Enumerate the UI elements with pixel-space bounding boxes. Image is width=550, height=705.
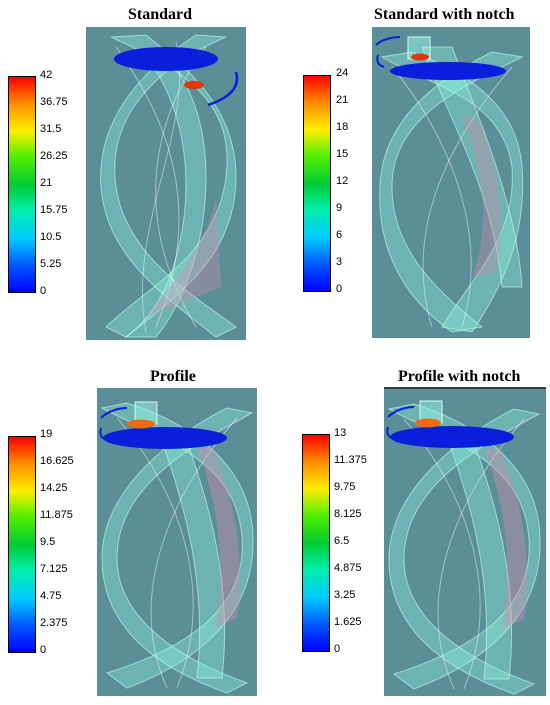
legend-tick-label: 9.75 bbox=[334, 481, 356, 493]
legend-tick-label: 31.5 bbox=[40, 123, 62, 135]
legend-tick-label: 14.25 bbox=[40, 482, 68, 494]
legend-tick-label: 13 bbox=[334, 427, 347, 439]
legend-tick-label: 26.25 bbox=[40, 150, 68, 162]
legend-tick-label: 42 bbox=[40, 69, 53, 81]
panel-title: Profile with notch bbox=[398, 368, 521, 385]
legend-tick-label: 19 bbox=[40, 428, 53, 440]
legend-tick-label: 24 bbox=[336, 67, 349, 79]
legend-tick-label: 11.875 bbox=[40, 509, 73, 521]
blade-edge-arc bbox=[99, 427, 108, 441]
legend-tick-label: 0 bbox=[40, 644, 47, 656]
rotor-render bbox=[372, 27, 530, 338]
legend-tick-label: 21 bbox=[40, 177, 53, 189]
blade-top-section bbox=[390, 62, 506, 80]
legend-tick-label: 9.5 bbox=[40, 536, 56, 548]
hotspot-marker bbox=[415, 418, 441, 428]
blade-top-section bbox=[390, 426, 514, 448]
legend-tick-label: 18 bbox=[336, 121, 349, 133]
legend-tick-label: 0 bbox=[334, 643, 341, 655]
blade-top-section bbox=[114, 47, 218, 71]
legend-tick-label: 16.625 bbox=[40, 455, 74, 467]
panel-title: Profile bbox=[150, 368, 196, 385]
legend-tick-label: 3 bbox=[336, 256, 343, 268]
render-viewport bbox=[97, 388, 257, 696]
color-legend-bar bbox=[302, 434, 330, 652]
legend-tick-label: 6 bbox=[336, 229, 343, 241]
color-legend-bar bbox=[303, 75, 331, 292]
legend-tick-label: 3.25 bbox=[334, 589, 356, 601]
blade-edge-arc bbox=[386, 426, 395, 440]
color-legend-bar bbox=[8, 76, 36, 293]
render-viewport bbox=[384, 389, 546, 696]
blade-edge-arc bbox=[207, 71, 239, 107]
legend-tick-label: 15.75 bbox=[40, 204, 68, 216]
legend-tick-label: 0 bbox=[336, 283, 343, 295]
title-underline bbox=[384, 387, 546, 389]
legend-tick-label: 10.5 bbox=[40, 231, 62, 243]
legend-tick-label: 4.75 bbox=[40, 590, 62, 602]
rotor-render bbox=[97, 388, 257, 696]
blade-top-section bbox=[103, 427, 227, 449]
legend-tick-label: 36.75 bbox=[40, 96, 68, 108]
panel-title: Standard bbox=[128, 6, 193, 23]
legend-tick-label: 7.125 bbox=[40, 563, 68, 575]
blade-edge-arc bbox=[376, 54, 385, 68]
legend-tick-label: 4.875 bbox=[334, 562, 362, 574]
legend-tick-label: 5.25 bbox=[40, 258, 62, 270]
render-viewport bbox=[86, 27, 246, 340]
legend-tick-label: 12 bbox=[336, 175, 349, 187]
legend-tick-label: 6.5 bbox=[334, 535, 350, 547]
panel-title: Standard with notch bbox=[374, 6, 515, 23]
rotor-render bbox=[86, 27, 246, 340]
hotspot-marker bbox=[127, 419, 155, 429]
legend-tick-label: 15 bbox=[336, 148, 349, 160]
legend-tick-label: 9 bbox=[336, 202, 343, 214]
render-viewport bbox=[372, 27, 530, 338]
legend-tick-label: 11.375 bbox=[334, 454, 367, 466]
legend-tick-label: 0 bbox=[40, 285, 47, 297]
legend-tick-label: 2.375 bbox=[40, 617, 68, 629]
color-legend-bar bbox=[8, 436, 36, 653]
legend-tick-label: 1.625 bbox=[334, 616, 362, 628]
hotspot-marker bbox=[184, 81, 204, 89]
hotspot-marker bbox=[411, 53, 429, 61]
legend-tick-label: 21 bbox=[336, 94, 349, 106]
rotor-render bbox=[384, 389, 546, 696]
legend-tick-label: 8.125 bbox=[334, 508, 362, 520]
